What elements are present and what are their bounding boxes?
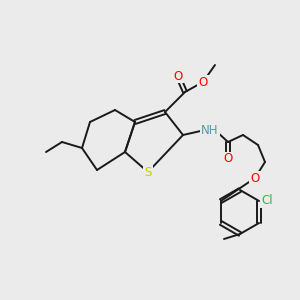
Text: S: S bbox=[144, 166, 152, 178]
Text: O: O bbox=[173, 70, 183, 83]
Text: O: O bbox=[250, 172, 260, 184]
Text: O: O bbox=[198, 76, 208, 88]
Text: Cl: Cl bbox=[261, 194, 273, 208]
Text: NH: NH bbox=[201, 124, 219, 136]
Text: O: O bbox=[224, 152, 232, 166]
